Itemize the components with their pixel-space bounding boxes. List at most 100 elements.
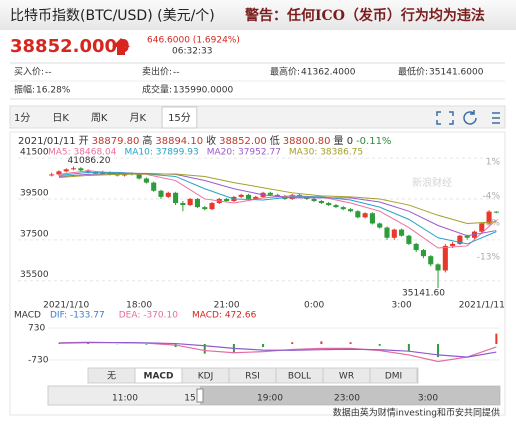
candle-body <box>173 193 178 203</box>
candle-body <box>195 199 200 207</box>
info-item: 38894.10 <box>155 136 203 147</box>
candle-body <box>341 207 346 209</box>
dif-line <box>59 342 496 361</box>
info-item: -0.11% <box>356 136 391 147</box>
y2-tick-label: -4% <box>482 191 500 201</box>
y2-tick-label: 1% <box>486 157 501 167</box>
macd-bar <box>379 344 381 346</box>
indicator-tab[interactable]: BOLL <box>288 372 311 382</box>
info-item: 收 <box>206 134 216 147</box>
candle-body <box>399 230 404 236</box>
candle-body <box>363 213 368 217</box>
candle-body <box>188 199 193 205</box>
candle-body <box>428 256 433 264</box>
y-tick-label: 41500 <box>20 148 49 158</box>
candle-body <box>443 246 448 271</box>
x-tick-label: 2021/1/11 <box>459 301 505 311</box>
candle-body <box>355 211 360 217</box>
tab[interactable]: 1分 <box>14 112 30 124</box>
tab[interactable]: 15分 <box>168 112 191 124</box>
candle-body <box>144 179 149 183</box>
indicator-tab[interactable]: 无 <box>107 371 116 382</box>
candle-body <box>137 174 142 178</box>
candle-body <box>239 195 244 197</box>
candle-body <box>377 223 382 227</box>
navigator-handle[interactable] <box>197 389 203 402</box>
macd-bar <box>495 334 497 344</box>
stat-value: 35141.6000 <box>429 68 484 78</box>
candle-body <box>494 212 499 213</box>
indicator-tab[interactable]: WR <box>339 372 354 382</box>
tab[interactable]: 月K <box>130 112 147 124</box>
stat-label: 最低价: <box>398 66 428 78</box>
candle-body <box>384 228 389 238</box>
dea-line <box>59 343 496 358</box>
indicator-tab[interactable]: RSI <box>245 372 260 382</box>
candle-body <box>78 168 83 170</box>
navigator-label: 11:00 <box>112 394 138 404</box>
x-tick-label: 21:00 <box>214 301 240 311</box>
y-tick-label: 37500 <box>20 229 49 239</box>
stat-value: 135990.0000 <box>173 86 233 96</box>
macd-bar <box>291 342 293 344</box>
candle-body <box>348 209 353 211</box>
candle-body <box>370 213 375 223</box>
indicator-tab[interactable]: MACD <box>144 372 174 382</box>
title: 比特币指数(BTC/USD) (美元/个) <box>10 8 215 24</box>
info-item: 2021/01/11 <box>18 136 76 147</box>
candle-body <box>49 174 54 175</box>
candle-body <box>435 264 440 270</box>
macd-title: MACD <box>14 311 41 321</box>
candle-body <box>224 199 229 201</box>
time: 06:32:33 <box>172 47 212 57</box>
macd-bar <box>320 341 322 344</box>
high-label: 41086.20 <box>68 156 111 166</box>
info-item: 低 <box>270 134 280 147</box>
y-tick-label: 35500 <box>20 270 49 280</box>
candle-body <box>319 201 324 203</box>
x-tick-label: 2021/1/10 <box>43 301 89 311</box>
info-item: 38800.80 <box>283 136 331 147</box>
candle-body <box>166 193 171 197</box>
stat-label: 卖出价: <box>142 66 172 78</box>
macd-tick-label: 730 <box>28 324 45 334</box>
tab[interactable]: 周K <box>91 112 108 124</box>
price: 38852.0000 <box>10 36 130 57</box>
candle-body <box>406 236 411 244</box>
info-item: 量 0 <box>334 135 354 147</box>
y-tick-label: 39500 <box>20 188 49 198</box>
navigator-label: 3:00 <box>418 394 438 404</box>
candle-body <box>326 203 331 205</box>
info-item: 38879.80 <box>92 136 140 147</box>
ma-legend: MA20: 37952.77 <box>207 148 281 158</box>
change: 646.6000 (1.6924%) <box>147 36 240 46</box>
info-item: 开 <box>79 136 89 147</box>
candle-body <box>71 168 76 169</box>
low-label: 35141.60 <box>402 289 445 299</box>
stat-label: 最高价: <box>270 66 300 78</box>
x-tick-label: 18:00 <box>126 301 152 311</box>
candle-body <box>180 203 185 205</box>
candle-body <box>414 244 419 250</box>
candle-body <box>450 244 455 246</box>
stat-label: 成交量: <box>142 84 172 96</box>
candle-body <box>421 250 426 256</box>
candle-body <box>312 199 317 201</box>
info-item: 高 <box>142 134 152 147</box>
macd-bar <box>262 344 264 347</box>
ma-legend: MA30: 38386.75 <box>289 148 363 158</box>
y2-tick-label: -13% <box>477 252 501 262</box>
macd-label: DEA: -370.10 <box>119 311 179 321</box>
ma-legend: MA10: 37899.93 <box>124 148 198 158</box>
stat-value: 41362.4000 <box>301 68 356 78</box>
stat-label: 买入价: <box>14 67 44 78</box>
candle-body <box>333 205 338 207</box>
indicator-tab[interactable]: DMI <box>385 372 402 382</box>
x-tick-label: 0:00 <box>304 301 324 311</box>
indicator-tab[interactable]: KDJ <box>198 372 214 382</box>
candle-body <box>392 230 397 238</box>
tab-bar <box>10 106 505 128</box>
candle-body <box>268 193 273 195</box>
tab[interactable]: 日K <box>52 113 69 124</box>
